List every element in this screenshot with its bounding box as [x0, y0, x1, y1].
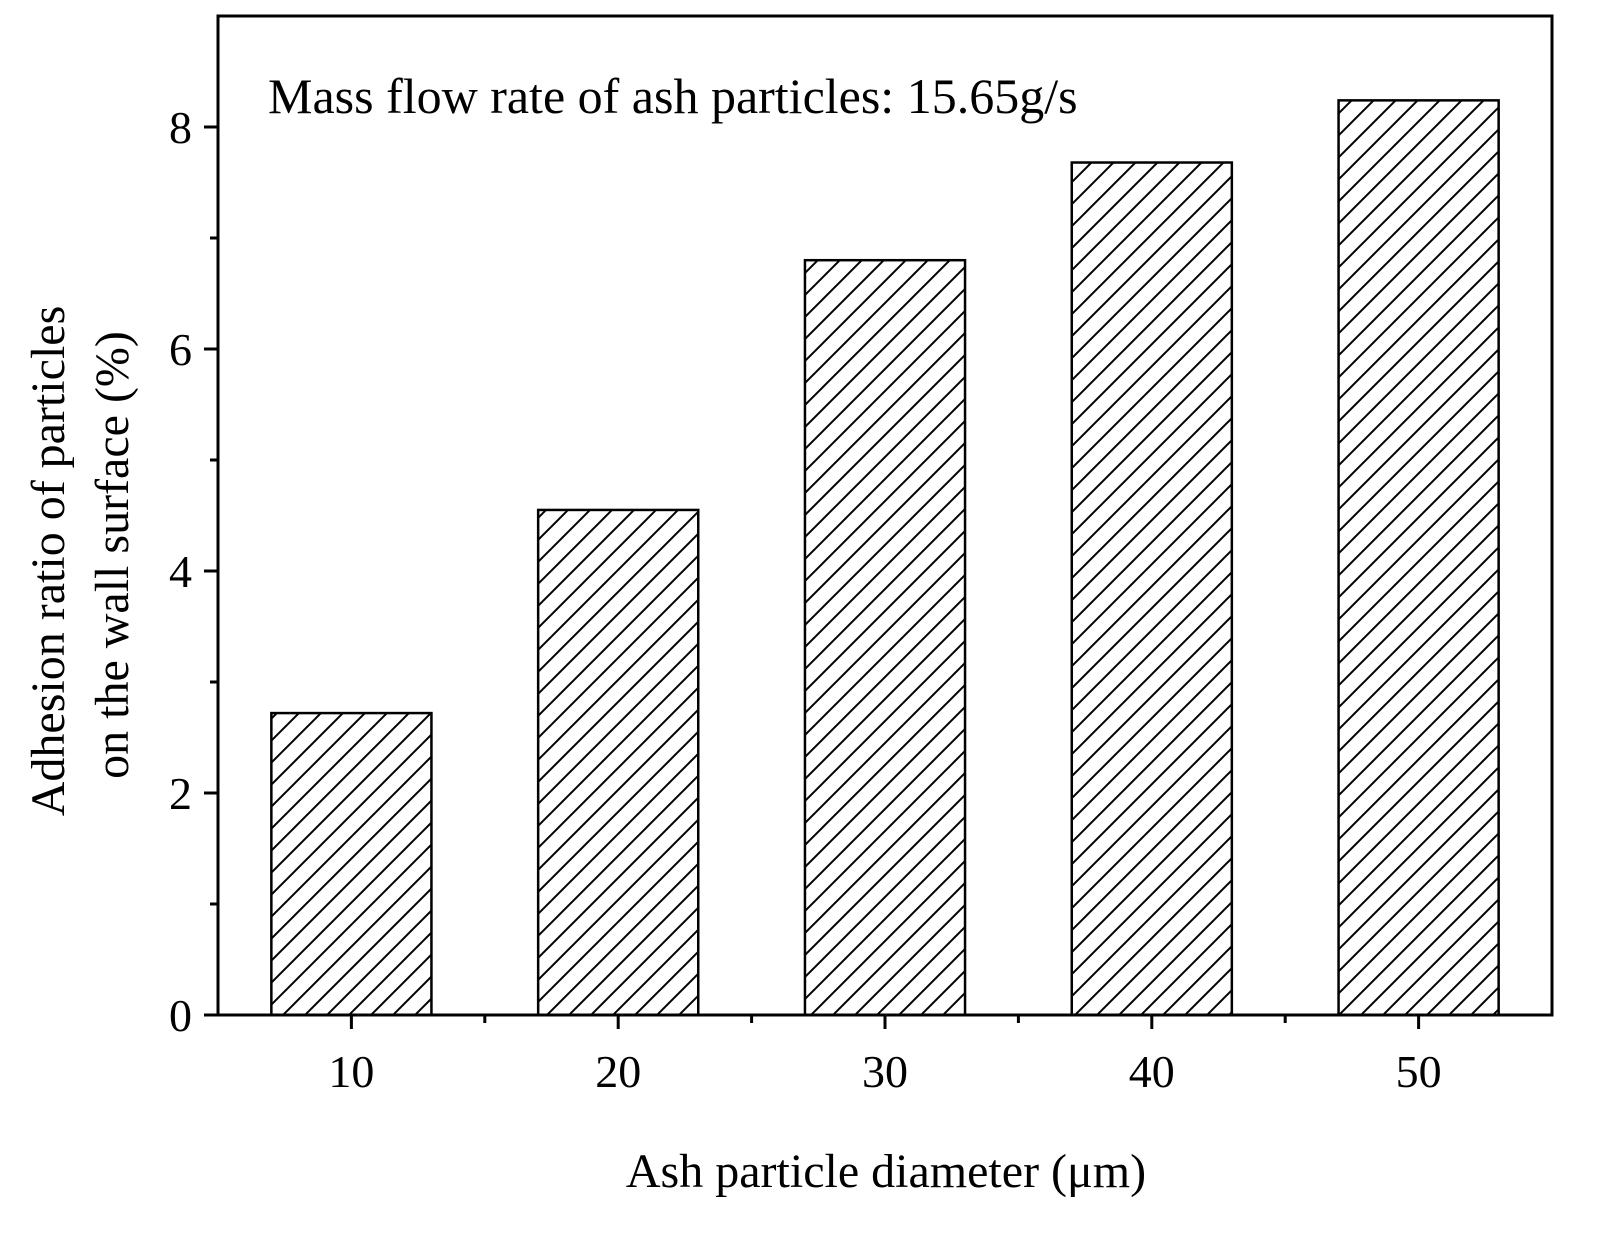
y-axis-title-line-2: on the wall surface (%) — [86, 331, 139, 779]
bars-layer — [270, 99, 1500, 1017]
chart-annotation: Mass flow rate of ash particles: 15.65g/… — [268, 68, 1078, 124]
bar-30 — [803, 258, 967, 1017]
ticks-layer — [204, 125, 1421, 1029]
y-tick-label: 8 — [169, 102, 192, 153]
x-axis-title: Ash particle diameter (μm) — [626, 1145, 1146, 1198]
bar-40 — [1070, 161, 1234, 1017]
y-tick-label: 0 — [169, 990, 192, 1041]
bar-20 — [536, 508, 700, 1017]
y-axis-title: Adhesion ratio of particles on the wall … — [22, 294, 139, 817]
bar-50 — [1337, 99, 1500, 1017]
x-tick-label: 40 — [1129, 1046, 1175, 1097]
bar-10 — [270, 711, 433, 1017]
labels-layer: 10 20 30 40 50 0 2 4 6 8 — [169, 102, 1442, 1097]
x-tick-label: 10 — [328, 1046, 374, 1097]
x-tick-label: 30 — [862, 1046, 908, 1097]
y-axis-title-line-1: Adhesion ratio of particles — [22, 306, 75, 817]
y-tick-label: 2 — [169, 768, 192, 819]
x-tick-label: 20 — [595, 1046, 641, 1097]
y-tick-label: 4 — [169, 546, 192, 597]
y-tick-label: 6 — [169, 324, 192, 375]
x-tick-label: 50 — [1396, 1046, 1442, 1097]
